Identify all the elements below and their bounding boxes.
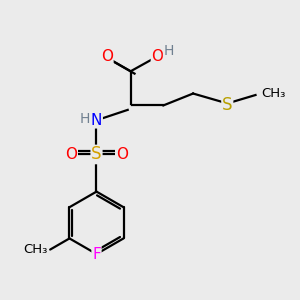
Text: O: O	[116, 147, 128, 162]
Text: CH₃: CH₃	[23, 243, 47, 256]
Text: H: H	[80, 112, 90, 126]
Text: S: S	[91, 146, 102, 164]
Text: O: O	[65, 147, 77, 162]
Text: O: O	[101, 49, 113, 64]
Text: O: O	[152, 49, 164, 64]
Text: N: N	[91, 113, 102, 128]
Text: F: F	[92, 247, 101, 262]
Text: CH₃: CH₃	[262, 87, 286, 100]
Text: H: H	[164, 44, 174, 58]
Text: S: S	[222, 96, 232, 114]
